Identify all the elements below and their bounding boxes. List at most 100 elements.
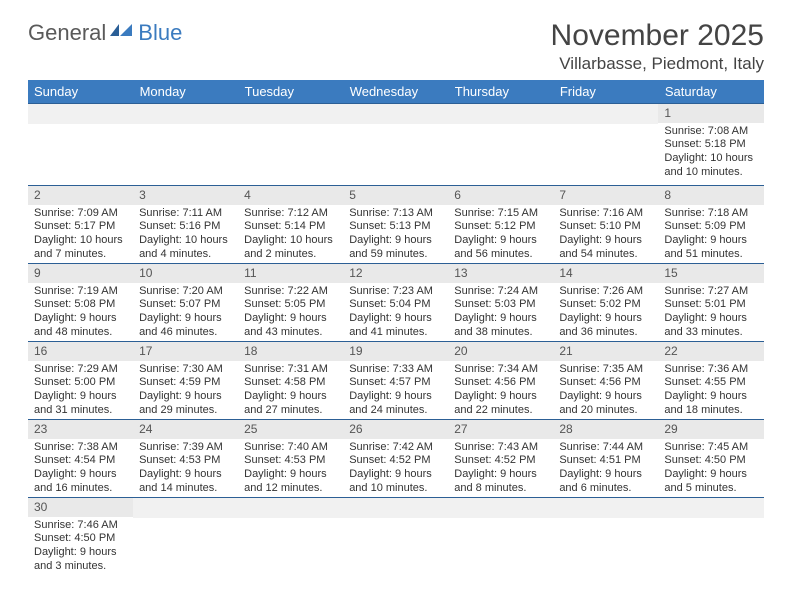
- calendar-day-cell: [238, 497, 343, 575]
- day-number-bar: 3: [133, 185, 238, 205]
- day-body: Sunrise: 7:16 AMSunset: 5:10 PMDaylight:…: [553, 205, 658, 266]
- calendar-day-cell: [343, 497, 448, 575]
- day-body: Sunrise: 7:39 AMSunset: 4:53 PMDaylight:…: [133, 439, 238, 500]
- daylight1-text: Daylight: 9 hours: [139, 390, 232, 404]
- calendar-day-cell: 29 Sunrise: 7:45 AMSunset: 4:50 PMDayligh…: [658, 419, 763, 497]
- day-number: 16: [34, 344, 47, 358]
- calendar-day-cell: 13 Sunrise: 7:24 AMSunset: 5:03 PMDayligh…: [448, 263, 553, 341]
- daylight2-text: and 6 minutes.: [559, 482, 652, 496]
- daylight1-text: Daylight: 9 hours: [454, 312, 547, 326]
- day-body: Sunrise: 7:15 AMSunset: 5:12 PMDaylight:…: [448, 205, 553, 266]
- sunrise-text: Sunrise: 7:42 AM: [349, 441, 442, 455]
- weekday-header: Thursday: [448, 80, 553, 103]
- daylight1-text: Daylight: 9 hours: [559, 234, 652, 248]
- day-number-bar: 19: [343, 341, 448, 361]
- day-number: 10: [139, 266, 152, 280]
- day-body: Sunrise: 7:20 AMSunset: 5:07 PMDaylight:…: [133, 283, 238, 344]
- weekday-header: Saturday: [658, 80, 763, 103]
- logo-word1: General: [28, 20, 106, 46]
- day-number-bar: 18: [238, 341, 343, 361]
- day-body: Sunrise: 7:36 AMSunset: 4:55 PMDaylight:…: [658, 361, 763, 422]
- daylight2-text: and 16 minutes.: [34, 482, 127, 496]
- day-number-bar: [553, 103, 658, 124]
- calendar-day-cell: 18Sunrise: 7:31 AMSunset: 4:58 PMDayligh…: [238, 341, 343, 419]
- sunrise-text: Sunrise: 7:15 AM: [454, 207, 547, 221]
- day-body: Sunrise: 7:33 AMSunset: 4:57 PMDaylight:…: [343, 361, 448, 422]
- daylight2-text: and 43 minutes.: [244, 326, 337, 340]
- sunrise-text: Sunrise: 7:31 AM: [244, 363, 337, 377]
- sunrise-text: Sunrise: 7:24 AM: [454, 285, 547, 299]
- day-body: Sunrise: 7:23 AMSunset: 5:04 PMDaylight:…: [343, 283, 448, 344]
- day-number-bar: [133, 497, 238, 518]
- daylight1-text: Daylight: 10 hours: [139, 234, 232, 248]
- day-number-bar: 21: [553, 341, 658, 361]
- daylight2-text: and 7 minutes.: [34, 248, 127, 262]
- sunrise-text: Sunrise: 7:43 AM: [454, 441, 547, 455]
- daylight2-text: and 33 minutes.: [664, 326, 757, 340]
- sunset-text: Sunset: 4:59 PM: [139, 376, 232, 390]
- day-number: 6: [454, 188, 461, 202]
- day-number: 18: [244, 344, 257, 358]
- day-number-bar: 28: [553, 419, 658, 439]
- day-number-bar: 10: [133, 263, 238, 283]
- day-body: Sunrise: 7:45 AMSunset: 4:50 PMDaylight:…: [658, 439, 763, 500]
- day-number-bar: 27: [448, 419, 553, 439]
- day-body: Sunrise: 7:19 AMSunset: 5:08 PMDaylight:…: [28, 283, 133, 344]
- day-number-bar: 7: [553, 185, 658, 205]
- day-body: Sunrise: 7:34 AMSunset: 4:56 PMDaylight:…: [448, 361, 553, 422]
- day-number: 9: [34, 266, 41, 280]
- day-number: 19: [349, 344, 362, 358]
- sunrise-text: Sunrise: 7:19 AM: [34, 285, 127, 299]
- calendar-day-cell: 30Sunrise: 7:46 AMSunset: 4:50 PMDayligh…: [28, 497, 133, 575]
- day-number-bar: 2: [28, 185, 133, 205]
- daylight2-text: and 20 minutes.: [559, 404, 652, 418]
- day-body: Sunrise: 7:13 AMSunset: 5:13 PMDaylight:…: [343, 205, 448, 266]
- day-number: 23: [34, 422, 47, 436]
- daylight2-text: and 2 minutes.: [244, 248, 337, 262]
- calendar-day-cell: [658, 497, 763, 575]
- day-number: 20: [454, 344, 467, 358]
- daylight1-text: Daylight: 9 hours: [349, 312, 442, 326]
- daylight1-text: Daylight: 9 hours: [139, 468, 232, 482]
- sunset-text: Sunset: 4:51 PM: [559, 454, 652, 468]
- sunset-text: Sunset: 4:55 PM: [664, 376, 757, 390]
- sunrise-text: Sunrise: 7:11 AM: [139, 207, 232, 221]
- daylight2-text: and 51 minutes.: [664, 248, 757, 262]
- calendar-day-cell: [553, 497, 658, 575]
- sunrise-text: Sunrise: 7:38 AM: [34, 441, 127, 455]
- daylight1-text: Daylight: 9 hours: [34, 312, 127, 326]
- calendar-day-cell: [238, 103, 343, 185]
- day-number: 22: [664, 344, 677, 358]
- day-number-bar: 24: [133, 419, 238, 439]
- day-number: 24: [139, 422, 152, 436]
- sunset-text: Sunset: 4:53 PM: [244, 454, 337, 468]
- daylight1-text: Daylight: 10 hours: [244, 234, 337, 248]
- day-body: Sunrise: 7:44 AMSunset: 4:51 PMDaylight:…: [553, 439, 658, 500]
- daylight2-text: and 27 minutes.: [244, 404, 337, 418]
- daylight1-text: Daylight: 9 hours: [454, 468, 547, 482]
- calendar-day-cell: 27Sunrise: 7:43 AMSunset: 4:52 PMDayligh…: [448, 419, 553, 497]
- daylight1-text: Daylight: 9 hours: [454, 390, 547, 404]
- daylight2-text: and 46 minutes.: [139, 326, 232, 340]
- daylight1-text: Daylight: 9 hours: [664, 390, 757, 404]
- sunset-text: Sunset: 5:03 PM: [454, 298, 547, 312]
- logo-flag-icon: [110, 20, 136, 46]
- day-number: 13: [454, 266, 467, 280]
- daylight1-text: Daylight: 10 hours: [34, 234, 127, 248]
- day-number: 29: [664, 422, 677, 436]
- day-number: 4: [244, 188, 251, 202]
- daylight1-text: Daylight: 9 hours: [559, 312, 652, 326]
- calendar-table: Sunday Monday Tuesday Wednesday Thursday…: [28, 80, 764, 575]
- sunset-text: Sunset: 5:09 PM: [664, 220, 757, 234]
- calendar-week-row: 30Sunrise: 7:46 AMSunset: 4:50 PMDayligh…: [28, 497, 764, 575]
- daylight2-text: and 24 minutes.: [349, 404, 442, 418]
- logo: General Blue: [28, 20, 182, 46]
- day-number-bar: 25: [238, 419, 343, 439]
- sunrise-text: Sunrise: 7:26 AM: [559, 285, 652, 299]
- calendar-day-cell: 21Sunrise: 7:35 AMSunset: 4:56 PMDayligh…: [553, 341, 658, 419]
- daylight2-text: and 48 minutes.: [34, 326, 127, 340]
- calendar-day-cell: [553, 103, 658, 185]
- sunrise-text: Sunrise: 7:33 AM: [349, 363, 442, 377]
- calendar-day-cell: 28Sunrise: 7:44 AMSunset: 4:51 PMDayligh…: [553, 419, 658, 497]
- day-number: 2: [34, 188, 41, 202]
